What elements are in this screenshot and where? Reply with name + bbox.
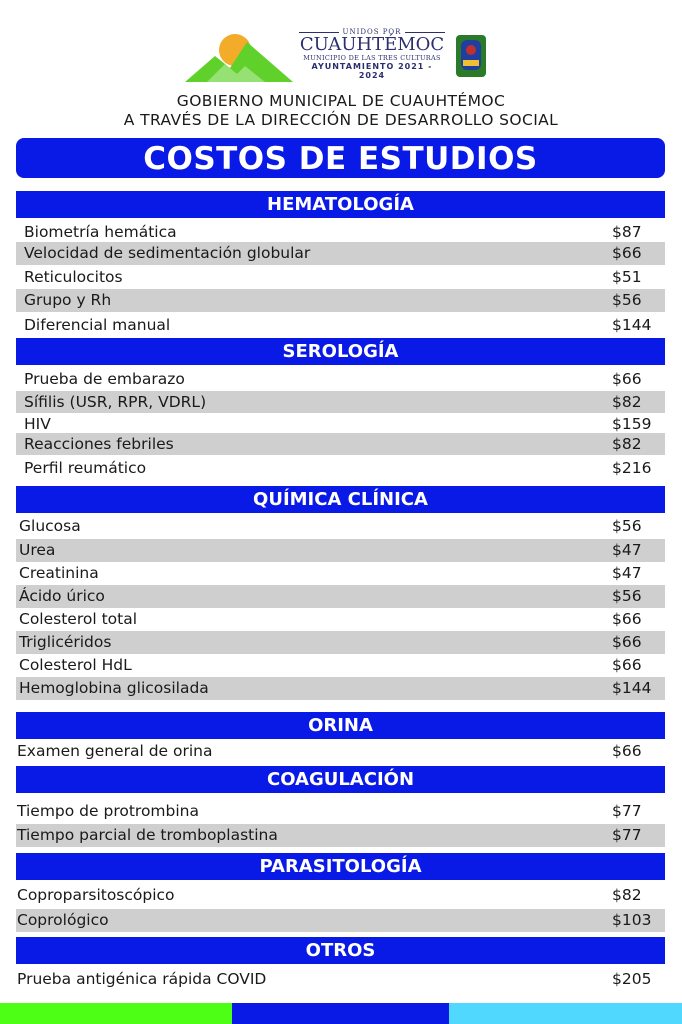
study-price: $159 (612, 415, 652, 433)
study-name: Diferencial manual (24, 316, 171, 334)
price-row: Sífilis (USR, RPR, VDRL) $82 (16, 391, 665, 413)
brand-ayuntamiento: AYUNTAMIENTO 2021 - 2024 (311, 62, 433, 80)
brand-text: UNIDOS POR CUAUHTÉMOC MUNICIPIO DE LAS T… (297, 28, 447, 80)
gov-line-2: A TRAVÉS DE LA DIRECCIÓN DE DESARROLLO S… (123, 111, 559, 129)
study-price: $66 (612, 370, 642, 388)
brand-unidos: UNIDOS POR (297, 28, 447, 36)
price-row: Grupo y Rh $56 (16, 289, 665, 312)
section-header: COAGULACIÓN (16, 766, 665, 793)
price-row: Prueba antigénica rápida COVID $205 (16, 968, 665, 990)
brand-subtitle: MUNICIPIO DE LAS TRES CULTURAS (303, 54, 441, 62)
study-price: $66 (612, 633, 642, 651)
price-row: Diferencial manual $144 (16, 314, 665, 337)
study-price: $216 (612, 459, 652, 477)
mountain-sun-icon (185, 34, 293, 82)
price-row: Creatinina $47 (16, 562, 665, 585)
section-header: SEROLOGÍA (16, 338, 665, 365)
price-row: Prueba de embarazo $66 (16, 368, 665, 390)
price-row: Ácido úrico $56 (16, 585, 665, 608)
gov-line-1: GOBIERNO MUNICIPAL DE CUAUHTÉMOC (176, 92, 506, 110)
price-row: Coprológico $103 (16, 909, 665, 932)
coat-of-arms-icon (456, 35, 486, 77)
study-name: Biometría hemática (24, 223, 177, 241)
study-name: Colesterol total (19, 610, 138, 628)
study-price: $56 (612, 517, 642, 535)
study-price: $144 (612, 679, 652, 697)
study-name: Reacciones febriles (24, 435, 174, 453)
price-row: Colesterol total $66 (16, 608, 665, 631)
study-price: $82 (612, 886, 642, 904)
page-title: COSTOS DE ESTUDIOS (16, 138, 665, 178)
price-row: Glucosa $56 (16, 515, 665, 538)
price-row: Coproparsitoscópico $82 (16, 884, 665, 907)
study-name: Tiempo parcial de tromboplastina (17, 826, 278, 844)
study-price: $87 (612, 223, 642, 241)
study-name: Velocidad de sedimentación globular (24, 244, 311, 262)
price-row: Hemoglobina glicosilada $144 (16, 677, 665, 700)
study-name: Examen general de orina (17, 742, 213, 760)
section-header: PARASITOLOGÍA (16, 853, 665, 880)
study-name: Creatinina (19, 564, 99, 582)
study-price: $66 (612, 656, 642, 674)
study-name: Urea (19, 541, 56, 559)
price-row: Velocidad de sedimentación globular $66 (16, 242, 665, 265)
study-name: Ácido úrico (19, 587, 105, 605)
study-name: Glucosa (19, 517, 81, 535)
study-price: $66 (612, 742, 642, 760)
study-name: Triglicéridos (19, 633, 112, 651)
study-name: Tiempo de protrombina (17, 802, 199, 820)
study-name: Sífilis (USR, RPR, VDRL) (24, 393, 207, 411)
price-row: Urea $47 (16, 539, 665, 562)
footer-bar-green (0, 1003, 232, 1024)
study-price: $144 (612, 316, 652, 334)
study-name: Perfil reumático (24, 459, 147, 477)
section-header: OTROS (16, 937, 665, 964)
study-name: Coprológico (17, 911, 109, 929)
municipal-logo: UNIDOS POR CUAUHTÉMOC MUNICIPIO DE LAS T… (185, 28, 505, 88)
study-price: $47 (612, 541, 642, 559)
price-row: Biometría hemática $87 (16, 221, 665, 244)
price-row: Triglicéridos $66 (16, 631, 665, 654)
study-name: Prueba de embarazo (24, 370, 185, 388)
price-row: Reticulocitos $51 (16, 266, 665, 289)
section-header: HEMATOLOGÍA (16, 191, 665, 218)
study-price: $77 (612, 802, 642, 820)
study-price: $56 (612, 291, 642, 309)
study-price: $103 (612, 911, 652, 929)
section-header: ORINA (16, 712, 665, 739)
price-row: Reacciones febriles $82 (16, 433, 665, 455)
study-price: $66 (612, 610, 642, 628)
study-name: Reticulocitos (24, 268, 123, 286)
study-name: Colesterol HdL (19, 656, 132, 674)
price-row: Colesterol HdL $66 (16, 654, 665, 677)
price-row: Tiempo de protrombina $77 (16, 800, 665, 823)
study-price: $47 (612, 564, 642, 582)
price-row: HIV $159 (16, 413, 665, 435)
price-row: Examen general de orina $66 (16, 740, 665, 762)
study-name: HIV (24, 415, 51, 433)
study-price: $82 (612, 435, 642, 453)
study-price: $82 (612, 393, 642, 411)
section-header: QUÍMICA CLÍNICA (16, 486, 665, 513)
study-price: $51 (612, 268, 642, 286)
price-row: Perfil reumático $216 (16, 457, 665, 479)
price-row: Tiempo parcial de tromboplastina $77 (16, 824, 665, 847)
footer-bar-cyan (449, 1003, 682, 1024)
brand-city: CUAUHTÉMOC (299, 34, 445, 55)
study-price: $56 (612, 587, 642, 605)
study-price: $66 (612, 244, 642, 262)
study-name: Coproparsitoscópico (17, 886, 175, 904)
study-name: Prueba antigénica rápida COVID (17, 970, 267, 988)
study-name: Grupo y Rh (24, 291, 112, 309)
study-price: $205 (612, 970, 652, 988)
footer-bar-blue (232, 1003, 449, 1024)
study-name: Hemoglobina glicosilada (19, 679, 209, 697)
study-price: $77 (612, 826, 642, 844)
